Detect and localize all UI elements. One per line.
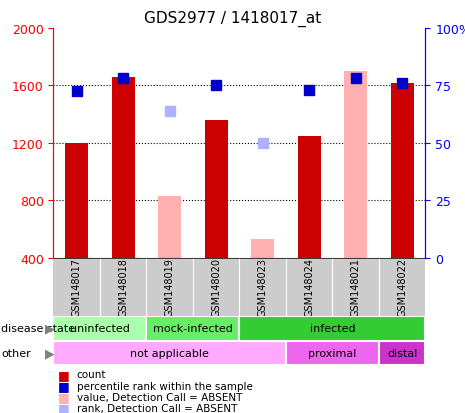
Text: proximal: proximal: [308, 348, 357, 358]
Bar: [251, 240, 274, 258]
Text: uninfected: uninfected: [70, 323, 130, 333]
Text: ■: ■: [58, 390, 70, 404]
Text: mock-infected: mock-infected: [153, 323, 233, 333]
Text: GSM148021: GSM148021: [351, 258, 361, 316]
Bar: [65, 143, 88, 258]
Bar: [53, 341, 286, 366]
Text: ▶: ▶: [46, 347, 55, 360]
Text: GSM148018: GSM148018: [118, 258, 128, 316]
Text: not applicable: not applicable: [130, 348, 209, 358]
Text: GSM148022: GSM148022: [397, 258, 407, 316]
Text: other: other: [1, 348, 31, 358]
Text: GSM148019: GSM148019: [165, 258, 175, 316]
Bar: [112, 78, 135, 258]
Text: GDS2977 / 1418017_at: GDS2977 / 1418017_at: [144, 10, 321, 26]
Text: rank, Detection Call = ABSENT: rank, Detection Call = ABSENT: [77, 403, 237, 413]
Text: infected: infected: [310, 323, 355, 333]
Bar: [379, 341, 425, 366]
Bar: [158, 197, 181, 258]
Bar: [286, 341, 379, 366]
Text: value, Detection Call = ABSENT: value, Detection Call = ABSENT: [77, 392, 242, 402]
Text: GSM148020: GSM148020: [211, 258, 221, 316]
Bar: [239, 316, 425, 341]
Bar: [53, 316, 146, 341]
Bar: [205, 121, 228, 258]
Text: GSM148017: GSM148017: [72, 258, 82, 316]
Text: ■: ■: [58, 379, 70, 392]
Text: ▶: ▶: [46, 322, 55, 335]
Text: distal: distal: [387, 348, 418, 358]
Bar: [146, 316, 239, 341]
Bar: [391, 83, 414, 258]
Text: GSM148024: GSM148024: [304, 258, 314, 316]
Bar: [298, 136, 321, 258]
Text: disease state: disease state: [1, 323, 75, 333]
Bar: [344, 72, 367, 258]
Text: ■: ■: [58, 368, 70, 381]
Text: GSM148023: GSM148023: [258, 258, 268, 316]
Text: count: count: [77, 370, 106, 380]
Text: percentile rank within the sample: percentile rank within the sample: [77, 381, 252, 391]
Text: ■: ■: [58, 401, 70, 413]
